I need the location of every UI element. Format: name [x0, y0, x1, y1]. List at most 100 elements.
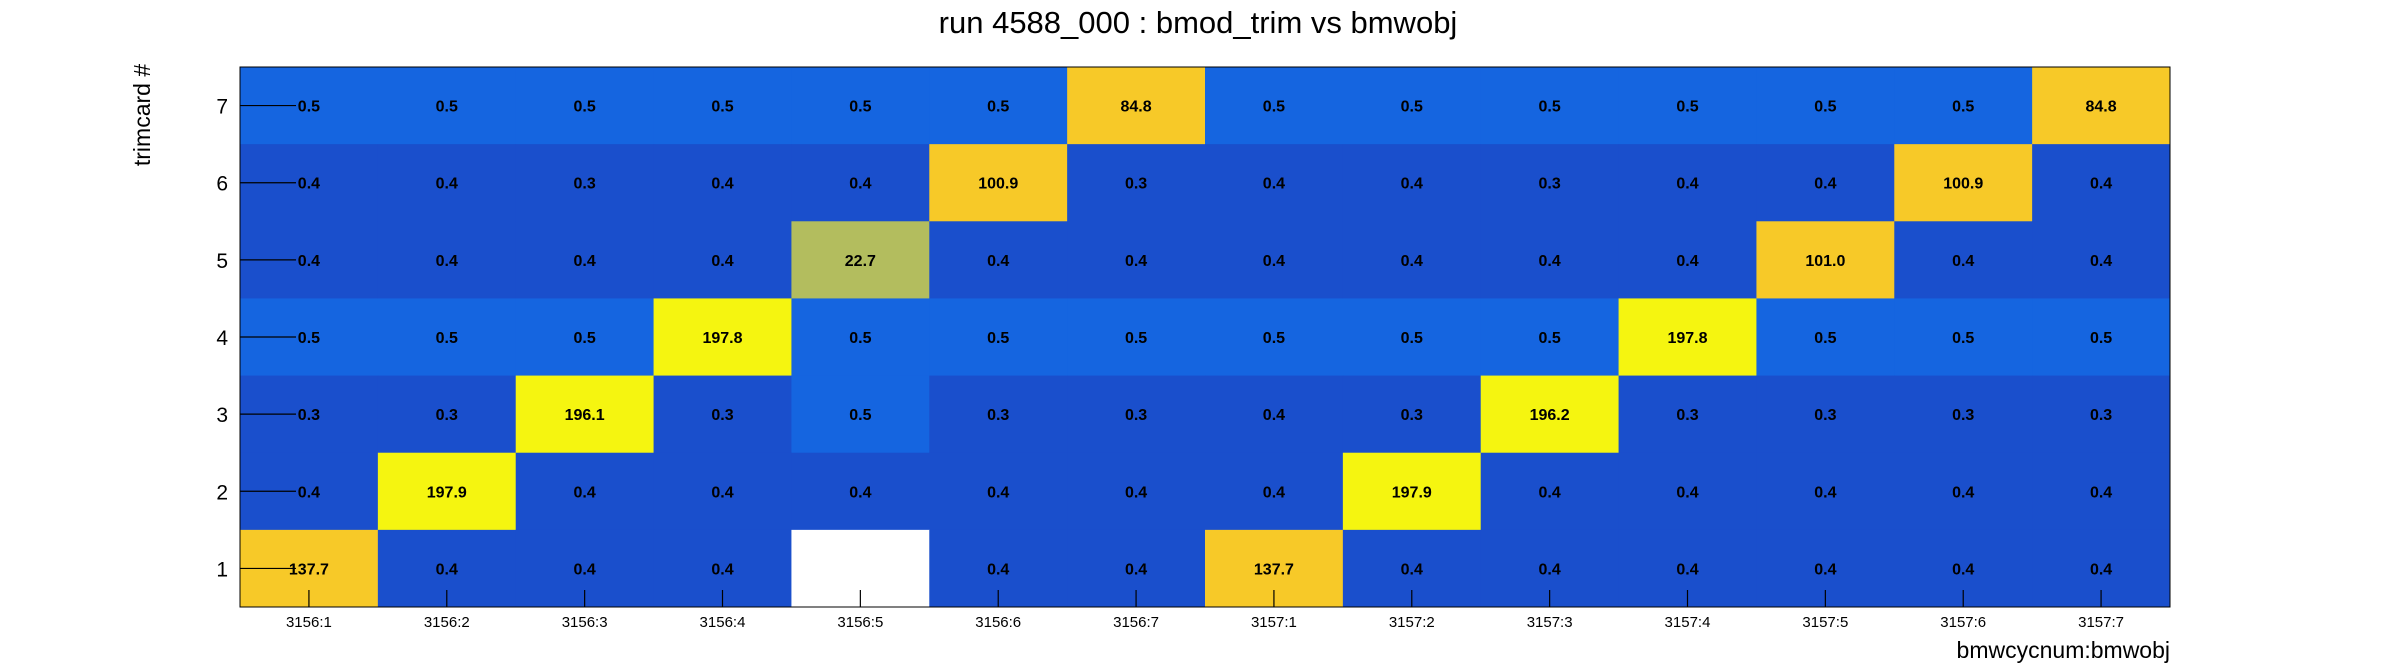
cell-label-6-9: 0.4 [1401, 176, 1423, 193]
cell-label-6-13: 100.9 [1943, 176, 1983, 193]
heatmap-cell-6-5 [791, 144, 930, 222]
cell-label-5-14: 0.4 [2090, 253, 2112, 270]
heatmap-cell-5-12 [1756, 221, 1895, 299]
heatmap-cell-6-11 [1618, 144, 1757, 222]
cell-label-7-4: 0.5 [711, 99, 733, 116]
heatmap-cell-3-11 [1618, 375, 1757, 454]
heatmap-cell-7-12 [1756, 67, 1895, 145]
cell-label-6-1: 0.4 [298, 176, 320, 193]
cell-label-2-4: 0.4 [711, 484, 733, 501]
cell-label-6-8: 0.4 [1263, 176, 1285, 193]
cell-label-2-11: 0.4 [1676, 484, 1698, 501]
heatmap-cell-5-5 [791, 221, 930, 299]
cell-label-1-3: 0.4 [574, 561, 596, 578]
cell-label-2-12: 0.4 [1814, 484, 1836, 501]
heatmap-cell-7-8 [1205, 67, 1344, 145]
cell-label-5-8: 0.4 [1263, 253, 1285, 270]
x-tick-label-9: 3157:2 [1389, 614, 1435, 631]
heatmap-cell-4-14 [2032, 298, 2171, 377]
heatmap-cell-2-14 [2032, 452, 2171, 531]
heatmap-cell-2-13 [1894, 452, 2033, 531]
cell-label-4-8: 0.5 [1263, 330, 1285, 347]
cell-label-7-11: 0.5 [1676, 99, 1698, 116]
cell-label-4-6: 0.5 [987, 330, 1009, 347]
x-tick-label-6: 3156:6 [975, 614, 1021, 631]
heatmap-cell-5-4 [653, 221, 792, 299]
heatmap-cell-4-6 [929, 298, 1068, 377]
x-tick-label-4: 3156:4 [700, 614, 746, 631]
cell-label-6-2: 0.4 [436, 176, 458, 193]
heatmap-cell-7-13 [1894, 67, 2033, 145]
cell-label-7-3: 0.5 [574, 99, 596, 116]
heatmap-cell-5-3 [515, 221, 655, 299]
cell-label-1-11: 0.4 [1676, 561, 1698, 578]
cell-label-4-7: 0.5 [1125, 330, 1147, 347]
cell-label-7-5: 0.5 [849, 99, 871, 116]
heatmap-cell-6-14 [2032, 144, 2171, 222]
heatmap-cell-3-4 [653, 375, 792, 454]
cell-label-4-11: 197.8 [1667, 330, 1707, 347]
y-tick-label-5: 5 [216, 250, 228, 273]
x-tick-label-13: 3157:6 [1940, 614, 1986, 631]
cell-label-6-10: 0.3 [1539, 176, 1561, 193]
x-axis-title: bmwcycnum:bmwobj [1957, 637, 2170, 663]
cell-label-3-2: 0.3 [436, 407, 458, 424]
heatmap-cell-3-5 [791, 375, 930, 454]
cell-label-7-6: 0.5 [987, 99, 1009, 116]
heatmap-cell-7-10 [1480, 67, 1620, 145]
heatmap-cell-6-10 [1480, 144, 1620, 222]
heatmap-cell-3-9 [1342, 375, 1482, 454]
cell-label-4-14: 0.5 [2090, 330, 2112, 347]
cell-label-6-12: 0.4 [1814, 176, 1836, 193]
heatmap-cell-6-6 [929, 144, 1068, 222]
heatmap-cell-2-6 [929, 452, 1068, 531]
cell-label-1-8: 137.7 [1254, 561, 1294, 578]
heatmap-cell-4-4 [653, 298, 792, 377]
cell-label-2-13: 0.4 [1952, 484, 1974, 501]
heatmap-cell-3-3 [515, 375, 655, 454]
cell-label-4-3: 0.5 [574, 330, 596, 347]
cell-label-7-12: 0.5 [1814, 99, 1836, 116]
cell-label-2-14: 0.4 [2090, 484, 2112, 501]
cell-label-3-7: 0.3 [1125, 407, 1147, 424]
heatmap-cell-7-6 [929, 67, 1068, 145]
x-tick-label-14: 3157:7 [2078, 614, 2124, 631]
cell-label-4-9: 0.5 [1401, 330, 1423, 347]
heatmap-cell-2-5 [791, 452, 930, 531]
cell-label-5-9: 0.4 [1401, 253, 1423, 270]
cell-label-6-4: 0.4 [711, 176, 733, 193]
x-tick-label-2: 3156:2 [424, 614, 470, 631]
heatmap-cell-2-11 [1618, 452, 1757, 531]
heatmap-cell-5-10 [1480, 221, 1620, 299]
cell-label-7-1: 0.5 [298, 99, 320, 116]
heatmap-cell-6-13 [1894, 144, 2033, 222]
cell-label-3-3: 196.1 [565, 407, 605, 424]
cell-label-5-7: 0.4 [1125, 253, 1147, 270]
cell-label-7-2: 0.5 [436, 99, 458, 116]
heatmap-cell-4-2 [377, 298, 517, 377]
heatmap-cell-4-5 [791, 298, 930, 377]
cell-label-1-12: 0.4 [1814, 561, 1836, 578]
cell-label-5-5: 22.7 [845, 253, 876, 270]
cell-label-4-5: 0.5 [849, 330, 871, 347]
cell-label-2-5: 0.4 [849, 484, 871, 501]
heatmap-cell-2-12 [1756, 452, 1895, 531]
heatmap-cell-3-13 [1894, 375, 2033, 454]
cell-label-3-5: 0.5 [849, 407, 871, 424]
cell-label-4-2: 0.5 [436, 330, 458, 347]
cell-label-3-8: 0.4 [1263, 407, 1285, 424]
cell-label-1-9: 0.4 [1401, 561, 1423, 578]
heatmap-cells: 0.5 0.5 0.5 0.5 0.5 0.5 84.8 0.5 0.5 0.5 0.5 0.5 0.5… [240, 67, 2171, 608]
x-tick-label-10: 3157:3 [1527, 614, 1573, 631]
y-tick-label-7: 7 [216, 96, 228, 119]
cell-label-6-3: 0.3 [574, 176, 596, 193]
heatmap-cell-4-8 [1205, 298, 1344, 377]
heatmap-cell-4-13 [1894, 298, 2033, 377]
x-tick-label-11: 3157:4 [1665, 614, 1711, 631]
heatmap-cell-5-9 [1342, 221, 1482, 299]
cell-label-1-2: 0.4 [436, 561, 458, 578]
cell-label-3-12: 0.3 [1814, 407, 1836, 424]
heatmap-cell-5-8 [1205, 221, 1344, 299]
heatmap-cell-3-2 [377, 375, 517, 454]
cell-label-3-10: 196.2 [1530, 407, 1570, 424]
